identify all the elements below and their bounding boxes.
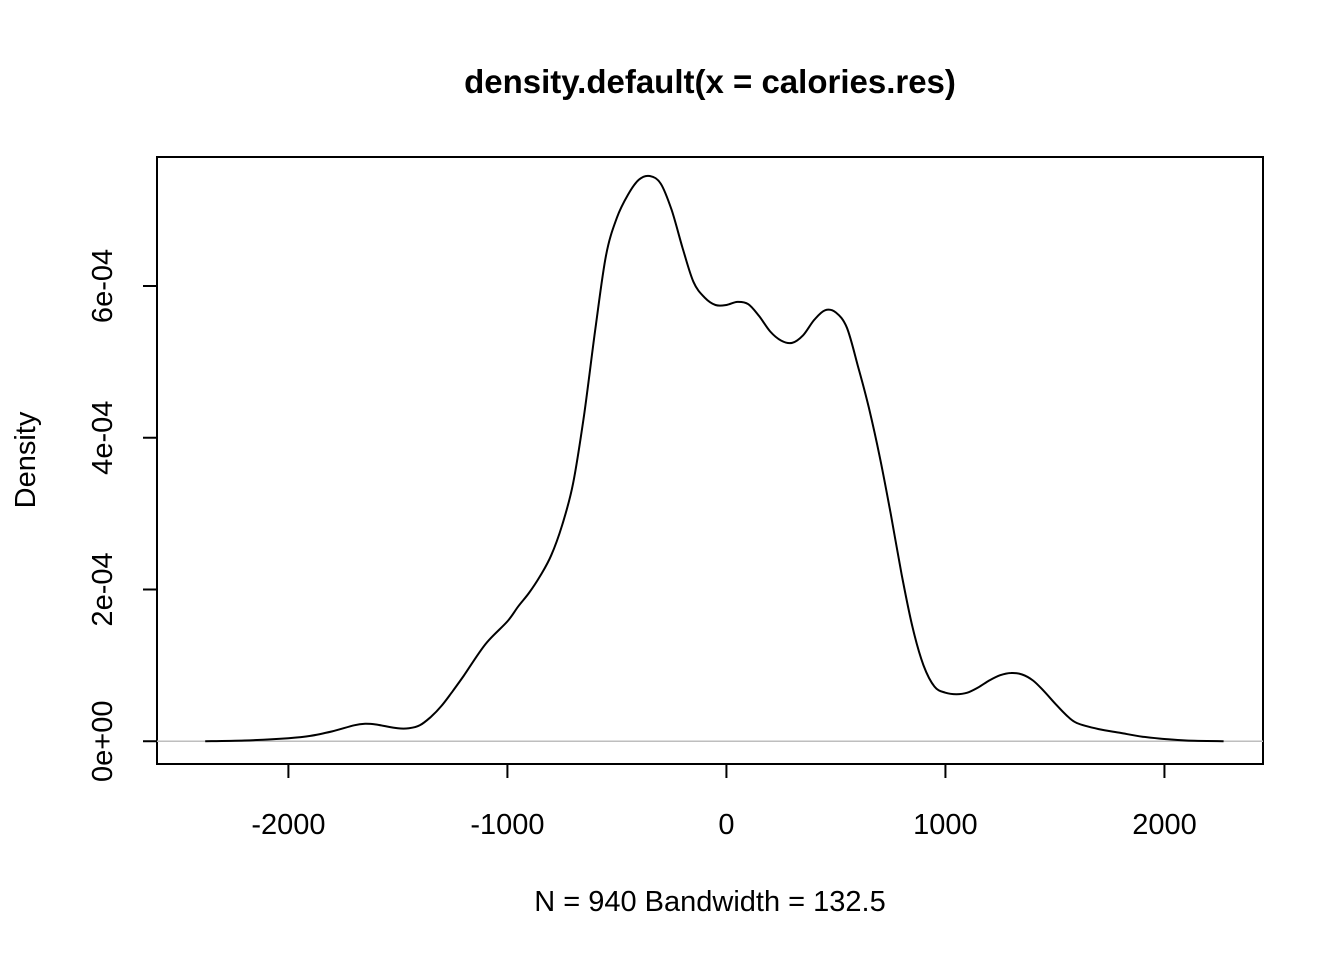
- y-tick-label: 0e+00: [87, 701, 119, 782]
- y-axis-label: Density: [10, 411, 42, 508]
- series-layer: [157, 174, 1263, 743]
- x-tick-label: -1000: [470, 809, 544, 841]
- x-tick-label: -2000: [251, 809, 325, 841]
- x-tick-label: 2000: [1132, 809, 1197, 841]
- x-tick-label: 0: [718, 809, 734, 841]
- x-axis-label: N = 940 Bandwidth = 132.5: [534, 886, 885, 918]
- density-curve: [205, 174, 1224, 743]
- y-axis: 0e+00 2e-04 4e-04 6e-04: [87, 249, 157, 782]
- chart-title: density.default(x = calories.res): [464, 63, 956, 100]
- y-tick-label: 4e-04: [87, 401, 119, 475]
- y-tick-label: 6e-04: [87, 249, 119, 323]
- x-tick-label: 1000: [913, 809, 978, 841]
- plot-frame: [156, 156, 1264, 765]
- y-tick-label: 2e-04: [87, 552, 119, 626]
- x-axis: -2000 -1000 0 1000 2000: [251, 764, 1197, 841]
